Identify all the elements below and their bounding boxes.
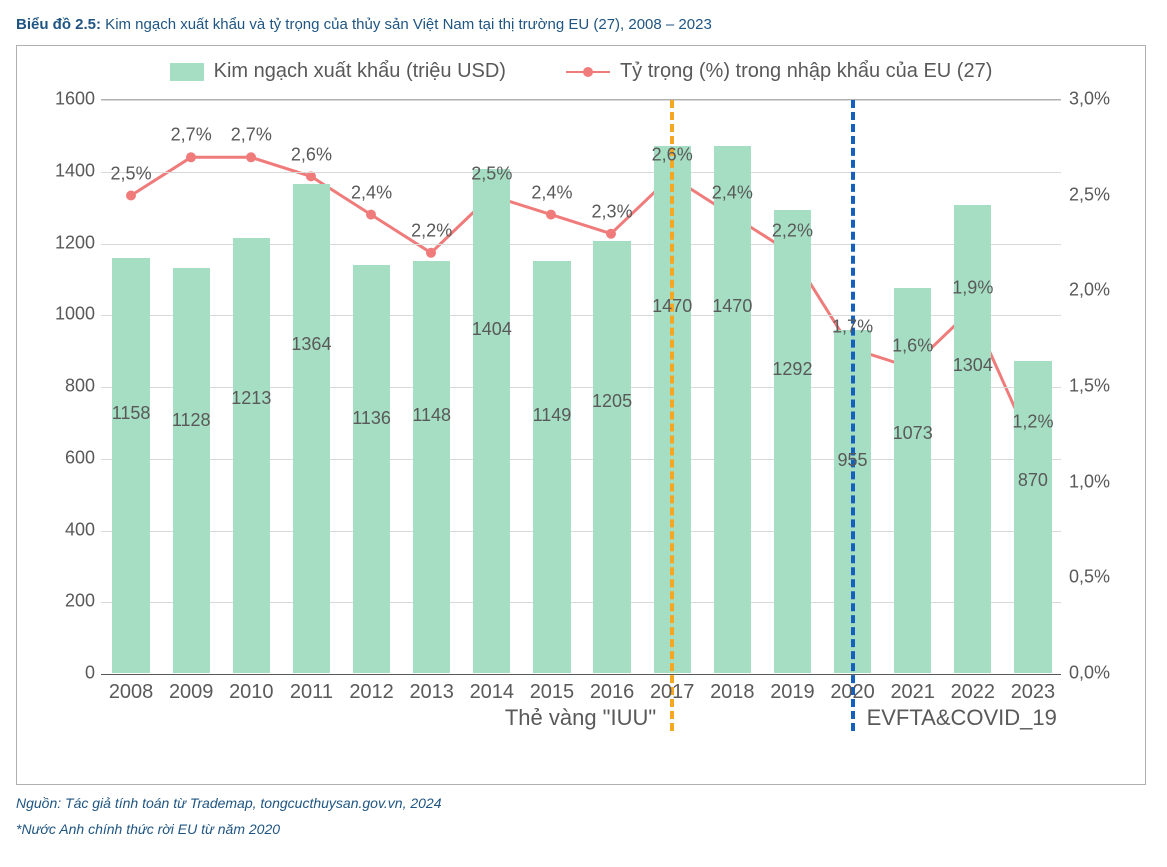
annotation-vline	[851, 100, 855, 731]
bar	[413, 261, 450, 673]
bar-value-label: 955	[838, 450, 868, 471]
x-tick-label: 2021	[890, 681, 935, 704]
chart-title: Biểu đồ 2.5: Kim ngạch xuất khẩu và tỷ t…	[16, 16, 1151, 33]
bar	[293, 184, 330, 673]
bar	[954, 205, 991, 673]
plot-area: 020040060080010001200140016000,0%0,5%1,0…	[31, 93, 1131, 733]
bar	[173, 268, 210, 673]
y-right-tick-label: 1,0%	[1069, 471, 1125, 492]
pct-label: 2,5%	[471, 163, 512, 184]
y-right-tick-label: 0,0%	[1069, 663, 1125, 684]
legend-swatch-line	[566, 71, 610, 73]
bar-value-label: 870	[1018, 470, 1048, 491]
legend-swatch-bar	[170, 63, 204, 81]
bar	[233, 238, 270, 673]
bar-value-label: 1213	[231, 388, 271, 409]
y-left-tick-label: 400	[41, 519, 95, 540]
pct-label: 1,9%	[952, 278, 993, 299]
pct-label: 2,5%	[111, 163, 152, 184]
pct-label: 2,4%	[531, 182, 572, 203]
bar-value-label: 1136	[352, 408, 391, 429]
legend-bar-label: Kim ngạch xuất khẩu (triệu USD)	[214, 60, 506, 83]
y-right-tick-label: 0,5%	[1069, 567, 1125, 588]
bar-value-label: 1292	[772, 359, 812, 380]
x-tick-label: 2012	[349, 681, 394, 704]
x-tick-label: 2009	[169, 681, 214, 704]
pct-label: 2,3%	[592, 201, 633, 222]
y-right-tick-label: 2,5%	[1069, 184, 1125, 205]
pct-label: 2,4%	[351, 182, 392, 203]
legend-item-bar: Kim ngạch xuất khẩu (triệu USD)	[170, 60, 506, 83]
grid-line	[101, 100, 1061, 101]
pct-label: 2,6%	[291, 144, 332, 165]
x-tick-label: 2022	[951, 681, 996, 704]
bar-value-label: 1148	[412, 405, 451, 426]
x-tick-label: 2019	[770, 681, 815, 704]
plot	[101, 99, 1061, 673]
x-tick-label: 2015	[530, 681, 575, 704]
pct-label: 1,2%	[1012, 412, 1053, 433]
title-prefix: Biểu đồ 2.5:	[16, 16, 101, 33]
annotation-vline	[670, 100, 674, 731]
pct-label: 1,6%	[892, 335, 933, 356]
y-left-tick-label: 1600	[41, 89, 95, 110]
bar	[473, 169, 510, 673]
x-tick-label: 2017	[650, 681, 695, 704]
bar	[112, 258, 149, 673]
pct-label: 2,2%	[772, 221, 813, 242]
annotation-label: Thẻ vàng "IUU"	[505, 705, 656, 731]
bar	[774, 210, 811, 674]
x-tick-label: 2016	[590, 681, 635, 704]
bar	[1014, 361, 1051, 673]
bar-value-label: 1470	[652, 296, 692, 317]
legend-line-label: Tỷ trọng (%) trong nhập khẩu của EU (27)	[620, 60, 992, 83]
bar	[533, 261, 570, 673]
bar-value-label: 1149	[533, 405, 572, 426]
bar	[353, 265, 390, 673]
x-tick-label: 2018	[710, 681, 755, 704]
bar-value-label: 1304	[953, 355, 993, 376]
bar-value-label: 1404	[472, 319, 512, 340]
bar-value-label: 1128	[172, 410, 211, 431]
legend-item-line: Tỷ trọng (%) trong nhập khẩu của EU (27)	[566, 60, 992, 83]
y-right-tick-label: 2,0%	[1069, 280, 1125, 301]
pct-label: 2,7%	[171, 125, 212, 146]
pct-label: 2,7%	[231, 125, 272, 146]
x-tick-label: 2023	[1011, 681, 1056, 704]
annotation-label: EVFTA&COVID_19	[867, 705, 1057, 731]
bar	[714, 146, 751, 673]
bar-value-label: 1364	[291, 334, 331, 355]
y-left-tick-label: 1200	[41, 232, 95, 253]
y-left-tick-label: 800	[41, 376, 95, 397]
source-line-1: Nguồn: Tác giả tính toán từ Trademap, to…	[16, 795, 1151, 811]
x-tick-label: 2020	[830, 681, 875, 704]
pct-label: 2,6%	[652, 144, 693, 165]
x-tick-label: 2010	[229, 681, 274, 704]
bar-value-label: 1158	[112, 403, 151, 424]
pct-label: 2,4%	[712, 182, 753, 203]
pct-label: 1,7%	[832, 316, 873, 337]
y-left-tick-label: 200	[41, 591, 95, 612]
y-right-tick-label: 3,0%	[1069, 89, 1125, 110]
y-left-tick-label: 0	[41, 663, 95, 684]
x-tick-label: 2014	[470, 681, 515, 704]
legend: Kim ngạch xuất khẩu (triệu USD) Tỷ trọng…	[31, 60, 1131, 83]
y-left-tick-label: 600	[41, 447, 95, 468]
bar-value-label: 1205	[592, 391, 632, 412]
chart-frame: Kim ngạch xuất khẩu (triệu USD) Tỷ trọng…	[16, 45, 1146, 785]
y-right-tick-label: 1,5%	[1069, 376, 1125, 397]
x-tick-label: 2011	[290, 681, 333, 704]
bar	[593, 241, 630, 673]
source-line-2: *Nước Anh chính thức rời EU từ năm 2020	[16, 821, 1151, 837]
y-left-tick-label: 1400	[41, 160, 95, 181]
x-tick-label: 2013	[409, 681, 454, 704]
title-rest: Kim ngạch xuất khẩu và tỷ trọng của thủy…	[101, 16, 712, 33]
y-left-tick-label: 1000	[41, 304, 95, 325]
bar-value-label: 1470	[712, 296, 752, 317]
x-tick-label: 2008	[109, 681, 154, 704]
pct-label: 2,2%	[411, 221, 452, 242]
bar-value-label: 1073	[893, 423, 933, 444]
grid-line	[101, 172, 1061, 173]
